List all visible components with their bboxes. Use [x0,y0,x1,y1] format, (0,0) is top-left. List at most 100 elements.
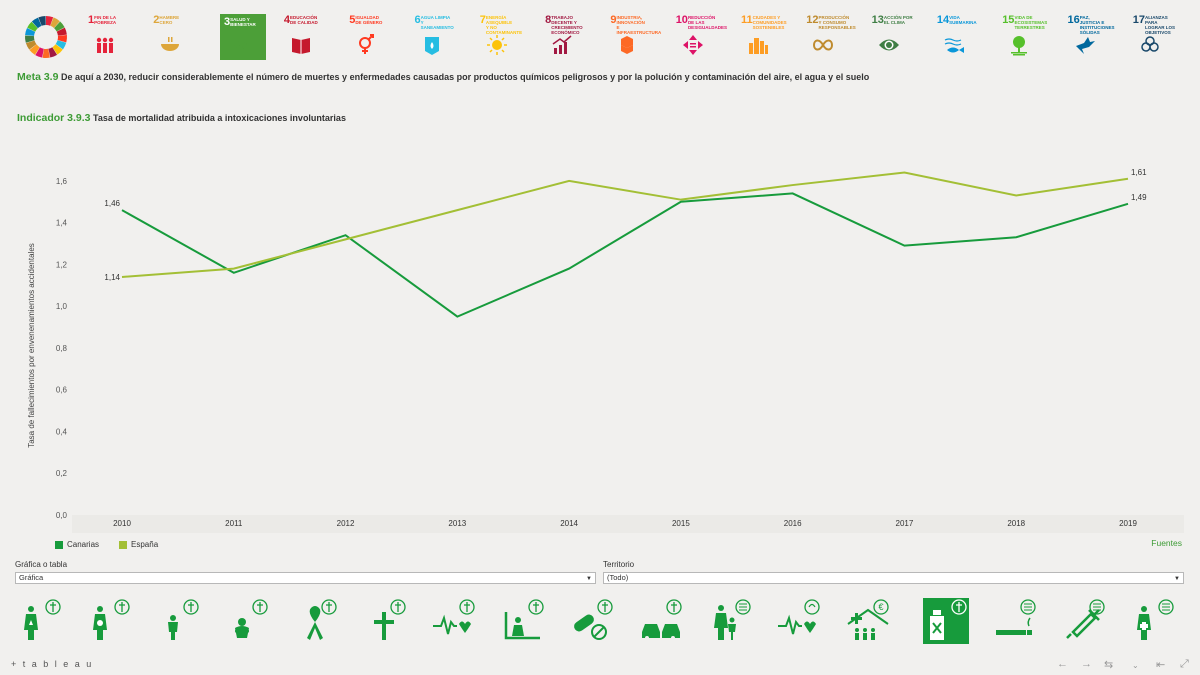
plot-area [72,160,1184,515]
indicator-birth-attendance[interactable] [86,598,132,644]
grafica-filter: Gráfica o tabla Gráfica ▼ [15,560,596,584]
indicator-cross-mortality[interactable] [362,598,408,644]
data-point-españa[interactable] [229,264,239,274]
data-point-españa[interactable] [452,205,462,215]
data-point-españa[interactable] [676,195,686,205]
indicator-pills[interactable] [569,598,615,644]
sdg-goal-15[interactable]: 15Vida de ecosistemas terrestres [1002,14,1048,60]
tobacco-icon [996,599,1036,635]
revert-icon[interactable]: ⇆ [1104,659,1114,671]
sdg-goal-number: 8 [545,14,552,26]
x-axis-band [72,515,1184,533]
legend-item-españa[interactable]: España [119,540,158,549]
data-point-españa[interactable] [899,168,909,178]
city-icon [749,38,768,54]
indicator-poison-bottle[interactable] [923,598,969,644]
y-tick-label: 1,2 [56,260,68,269]
sdg-goal-number: 17 [1132,14,1146,26]
sdg-goal-11[interactable]: 11Ciudades y comunidades sostenibles [741,14,787,60]
data-point-canarias[interactable] [564,264,574,274]
x-tick-label: 2015 [672,519,690,528]
indicator-family-planning[interactable] [707,598,753,644]
data-point-españa[interactable] [1011,191,1021,201]
fuentes-link[interactable]: Fuentes [1151,538,1182,548]
y-tick-label: 1,0 [56,302,68,311]
sdg-goal-number: 7 [479,14,486,26]
indicator-heartbeat-mortality[interactable] [431,598,477,644]
sdg-goal-number: 9 [610,14,617,26]
sdg-goal-12[interactable]: 12Producción y consumo responsables [806,14,856,60]
x-tick-label: 2013 [448,519,466,528]
health-expenditure-icon: € [847,599,889,640]
data-point-canarias[interactable] [1011,232,1021,242]
legend-swatch [55,540,63,549]
sdg-goal-4[interactable]: 4Educación de calidad [284,14,330,60]
fullscreen-icon[interactable]: ⤢ [1180,658,1189,670]
sdg-goal-5[interactable]: 5Igualdad de género [349,14,395,60]
sdg-wheel-logo[interactable] [24,15,68,59]
chart-legend: Canarias España [55,540,158,549]
territorio-select[interactable]: (Todo) ▼ [603,572,1184,584]
territorio-select-value: (Todo) [607,573,629,582]
undo-icon[interactable]: ← [1057,658,1068,670]
sdg-goal-3[interactable]: 3Salud y bienestar [220,14,266,60]
sdg-goal-6[interactable]: 6Agua limpia y saneamiento [415,14,461,60]
more-chevron-icon[interactable]: ⌄ [1132,661,1139,670]
sdg-goal-number: 6 [414,14,421,26]
indicator-suicide[interactable] [500,598,546,644]
data-point-canarias[interactable] [452,312,462,322]
sdg-goal-17[interactable]: 17Alianzas para lograr los objetivos [1133,14,1179,60]
y-tick-label: 0,4 [56,427,68,436]
data-point-españa[interactable] [788,180,798,190]
indicator-health-expenditure[interactable]: € [845,598,891,644]
sdg-goal-number: 11 [741,14,753,26]
sdg-goal-label: Acción por el clima [883,15,913,25]
data-point-españa[interactable] [341,234,351,244]
data-point-españa[interactable] [564,176,574,186]
indicator-health-worker[interactable] [1130,598,1176,644]
x-tick-label: 2019 [1119,519,1137,528]
poison-bottle-icon [930,599,967,640]
sdg-goal-14[interactable]: 14Vida submarina [937,14,983,60]
sdg-goal-number: 16 [1067,14,1080,26]
grafica-select[interactable]: Gráfica ▼ [15,572,596,584]
eye-globe-icon [878,39,899,51]
indicator-tobacco[interactable] [992,598,1038,644]
rings-icon [1141,36,1159,52]
redo-icon[interactable]: → [1081,658,1092,670]
sdg-goal-8[interactable]: 8Trabajo decente y crecimiento económico [545,14,591,60]
sdg-goal-number: 2 [153,14,160,26]
sdg-goal-label: Vida de ecosistemas terrestres [1014,15,1048,30]
line-chart: 0,0 0,2 0,4 0,6 0,8 1,0 1,2 1,4 1,6 2010 2011 2012 2… [27,160,1184,533]
sdg-header-bar: 1Fin de la pobreza 2Hambre cero 3Salud y b… [0,0,1200,66]
birth-attendance-icon [93,599,130,640]
sdg-goal-label: Reducción de las desigualdades [687,15,727,30]
sdg-goal-9[interactable]: 9Industria, innovación e infraestructura [610,14,661,60]
tableau-logo[interactable]: + t a b l e a u [11,659,94,669]
sdg-goal-10[interactable]: 10Reducción de las desigualdades [676,14,727,60]
sdg-goal-number: 4 [283,14,291,26]
indicator-child-mortality[interactable] [155,598,201,644]
legend-swatch [119,540,128,549]
indicator-health-coverage[interactable] [776,598,822,644]
indicator-maternal-mortality[interactable] [17,598,63,644]
sdg-goal-13[interactable]: 13Acción por el clima [872,14,918,60]
pills-icon [574,599,613,640]
aids-ribbon-icon [307,599,337,640]
sdg-goal-1[interactable]: 1Fin de la pobreza [88,14,134,60]
growth-chart-icon [552,35,572,54]
legend-item-canarias[interactable]: Canarias [55,540,99,549]
first-page-icon[interactable]: ⇤ [1156,659,1166,671]
indicator-aids-ribbon[interactable] [293,598,339,644]
indicator-vaccine[interactable] [1061,598,1107,644]
sdg-goal-2[interactable]: 2Hambre cero [153,14,199,60]
suicide-icon [504,599,544,640]
sdg-goal-7[interactable]: 7Energía asequible y no contaminante [480,14,526,60]
indicator-car-crash[interactable] [638,598,684,644]
indicator-neonatal-mortality[interactable] [224,598,270,644]
sdg-goal-16[interactable]: 16Paz, justicia e instituciones sólidas [1067,14,1115,60]
x-tick-label: 2011 [225,519,243,528]
series-line-españa[interactable] [121,171,1129,278]
grafica-filter-label: Gráfica o tabla [15,560,68,569]
data-point-canarias[interactable] [899,241,909,251]
